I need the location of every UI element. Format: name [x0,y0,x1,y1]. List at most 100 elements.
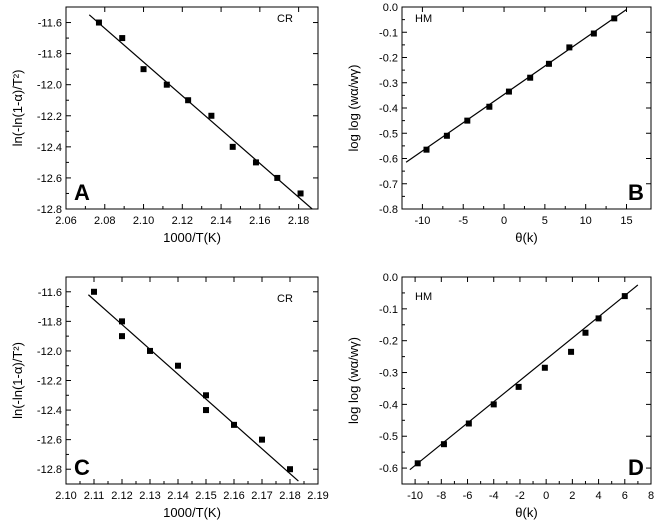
panel-a-x-tick-label: 2.14 [210,215,231,227]
panel-d-x-tick-label: -8 [436,490,446,502]
panel-b-data-point [611,15,618,22]
panel-b-y-axis-label: log log (wα/wγ) [346,65,361,152]
panel-a-x-tick-label: 2.08 [94,215,115,227]
panel-b-x-axis-label: θ(k) [515,230,537,245]
panel-d-data-point [568,348,575,355]
panel-b-x-tick-label: 5 [542,215,548,227]
panel-d-y-tick-label: -0.5 [379,431,398,443]
panel-a-data-point [140,66,147,73]
panel-c-x-tick-label: 2.15 [195,490,216,502]
panel-a-data-point [208,112,215,119]
panel-c-x-tick-label: 2.16 [223,490,244,502]
panel-d-y-axis-label: log log (wα/wγ) [346,337,361,424]
panel-d-plot-frame [401,276,652,485]
panel-c: 2.10 2.11 2.12 2.13 2.14 2.15 2.16 2.17 2.18 2.19… [10,276,329,520]
panel-c-y-tick-label: -12.8 [37,464,62,476]
panel-b-fit-line [405,9,627,163]
panel-c-x-tick-label: 2.18 [279,490,300,502]
panel-b-x-tick-label: 0 [501,215,507,227]
panel-a-y-tick-label: -12.2 [37,111,62,123]
panel-d-x-tick-label: -4 [489,490,499,502]
panel-a-x-tick-label: 2.18 [288,215,309,227]
panel-b-y-tick-label: -0.8 [379,204,398,216]
panel-b-data-point [443,132,450,139]
panel-d-annotation: HM [415,291,432,303]
panel-a-data-point [229,143,236,150]
panel-b-y-tick-label: -0.6 [379,154,398,166]
panel-c-x-tick-label: 2.13 [139,490,160,502]
panel-b-x-tick-label: -5 [458,215,468,227]
panel-b-plot-frame [401,6,652,210]
panel-d-x-tick-label: -10 [407,490,423,502]
panel-d-y-tick-label: -0.6 [379,463,398,475]
panel-a-data-point [119,35,126,42]
panel-c-y-tick-label: -12.0 [37,346,62,358]
panel-d-x-tick-label: 4 [596,490,602,502]
panel-b-data-point [464,117,471,124]
panel-c-x-tick-label: 2.17 [251,490,272,502]
panel-c-x-tick-label: 2.10 [55,490,76,502]
panel-a-x-tick-label: 2.12 [172,215,193,227]
panel-a-y-tick-label: -12.4 [37,142,62,154]
panel-d-data-point [515,383,522,390]
panel-d-y-tick-label: 0.0 [383,272,398,284]
panel-c-data-point [119,318,125,325]
panel-d-data-point [414,460,421,467]
panel-d-x-tick-label: 2 [569,490,575,502]
panel-b-x-tick-label: 10 [580,215,592,227]
panel-d-x-tick-label: -6 [463,490,473,502]
panel-a-data-point [274,174,281,181]
panel-a-y-tick-label: -11.6 [38,18,62,30]
panel-a-y-tick-label: -11.8 [38,49,62,61]
panel-d-data-point [541,364,548,371]
panel-c-x-tick-label: 2.19 [307,490,328,502]
panel-d-x-tick-label: 0 [543,490,549,502]
panel-b-annotation: HM [415,13,432,25]
panel-a-letter: A [74,180,90,205]
panel-b-y-tick-label: -0.1 [379,27,398,39]
panel-d-data-point [465,420,472,427]
panel-c-x-tick-label: 2.14 [167,490,188,502]
panel-c-data-point [231,421,237,428]
panel-a-x-tick-label: 2.06 [55,215,76,227]
panel-b-x-tick-label: -10 [414,215,430,227]
panel-c-y-tick-label: -11.6 [38,287,62,299]
panel-d-data-point [440,441,447,448]
panel-b-y-tick-label: -0.4 [379,103,398,115]
panel-a-y-tick-label: -12.6 [37,173,62,185]
panel-d-letter: D [628,455,644,480]
panel-b-y-tick-label: -0.3 [379,78,398,90]
panel-c-data-point [147,347,153,354]
panel-b-data-point [545,60,552,67]
panel-b-y-tick-label: 0.0 [383,2,398,14]
panel-b-data-point [566,44,573,51]
panel-d-x-tick-label: -2 [515,490,525,502]
panel-c-annotation: CR [277,293,293,305]
panel-d-y-tick-label: -0.4 [379,399,398,411]
panel-a-data-point [185,97,192,104]
panel-c-y-tick-label: -12.2 [37,376,62,388]
panel-b-y-tick-label: -0.7 [379,179,398,191]
panel-c-data-point [175,362,181,369]
panel-a-plot-frame [65,6,319,210]
panel-a-data-point [297,190,304,197]
panel-b-x-tick-label: 15 [620,215,632,227]
panel-d-y-tick-label: -0.1 [379,304,398,316]
panel-b-data-point [505,88,512,95]
panel-b-data-point [423,146,430,153]
panel-d-data-point [582,329,589,336]
panel-c-x-axis-label: 1000/T(K) [163,505,221,520]
panel-b-y-tick-label: -0.2 [379,53,398,65]
panel-d-data-point [595,315,602,322]
panel-c-y-tick-label: -12.4 [37,405,62,417]
panel-a-x-tick-label: 2.16 [249,215,270,227]
panel-d-x-axis-label: θ(k) [515,505,537,520]
panel-a-data-point [252,159,259,166]
panel-a-y-tick-label: -12.8 [37,204,62,216]
panel-c-data-point [203,392,209,399]
panel-d-data-point [490,401,497,408]
panel-a-y-tick-label: -12.0 [37,80,62,92]
panel-c-letter: C [74,455,90,480]
panel-d-x-tick-label: 8 [648,490,654,502]
